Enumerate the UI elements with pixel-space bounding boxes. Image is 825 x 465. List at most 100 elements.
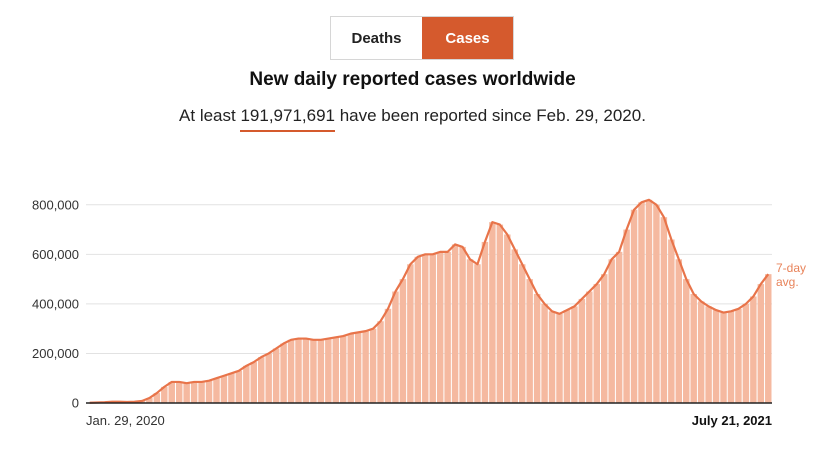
case-bar	[727, 311, 735, 403]
case-bar	[459, 246, 466, 403]
case-bar	[668, 239, 675, 403]
case-bar	[578, 298, 586, 403]
case-bar	[496, 224, 504, 403]
case-bar	[392, 291, 399, 403]
case-bar	[243, 365, 250, 403]
case-bar	[384, 308, 392, 403]
case-bar	[712, 310, 720, 403]
case-bar	[354, 332, 362, 403]
case-bar	[504, 234, 511, 403]
case-bar	[489, 222, 496, 403]
case-bar	[765, 274, 772, 403]
case-bar	[757, 284, 765, 403]
deaths-toggle-button[interactable]: Deaths	[331, 17, 422, 59]
case-bar	[481, 241, 489, 403]
case-bar	[615, 251, 623, 403]
case-bar	[205, 380, 213, 403]
seven-day-avg-label: 7-day	[776, 261, 806, 275]
case-bar	[436, 251, 444, 403]
case-bar	[250, 362, 257, 403]
total-cases-value: 191,971,691	[240, 106, 335, 132]
case-bar	[258, 357, 265, 403]
case-bar	[720, 312, 727, 403]
case-bar	[593, 284, 600, 403]
case-bar	[317, 339, 325, 403]
case-bar	[153, 393, 161, 403]
case-bar	[690, 293, 697, 403]
daily-case-bars	[86, 199, 772, 403]
case-bar	[511, 249, 518, 403]
case-bar	[518, 264, 526, 403]
seven-day-avg-label-2: avg.	[776, 275, 799, 289]
case-bar	[161, 386, 168, 403]
case-bar	[526, 279, 533, 403]
case-bar	[683, 279, 690, 403]
y-tick-label: 400,000	[32, 296, 79, 311]
case-bar	[146, 398, 153, 403]
case-bar	[265, 353, 272, 403]
case-bar	[735, 308, 742, 403]
case-bar	[563, 310, 571, 403]
case-bar	[466, 259, 474, 403]
case-bar	[623, 229, 630, 403]
case-bar	[340, 336, 347, 403]
case-bar	[272, 348, 280, 403]
case-bar	[675, 259, 683, 403]
case-bar	[548, 311, 556, 403]
case-bar	[183, 383, 190, 403]
case-bar	[310, 339, 317, 403]
case-bar	[429, 254, 436, 403]
case-bar	[422, 254, 429, 403]
case-bar	[362, 331, 369, 403]
case-bar	[653, 204, 660, 403]
chart-subtitle: At least 191,971,691 have been reported …	[0, 106, 825, 132]
case-bar	[280, 343, 287, 403]
case-bar	[697, 301, 705, 403]
case-bar	[228, 373, 235, 403]
case-bar	[750, 296, 757, 403]
case-bar	[660, 217, 668, 403]
case-bar	[235, 370, 243, 403]
metric-toggle: Deaths Cases	[330, 16, 514, 60]
case-bar	[638, 202, 645, 403]
case-bar	[608, 259, 615, 403]
case-bar	[168, 381, 175, 403]
case-bar	[645, 199, 653, 403]
x-axis-start-label: Jan. 29, 2020	[86, 413, 165, 428]
y-tick-label: 600,000	[32, 247, 79, 262]
x-axis-end-label: July 21, 2021	[692, 413, 772, 428]
case-bar	[332, 337, 340, 403]
subtitle-prefix: At least	[179, 106, 241, 125]
case-bar	[369, 328, 377, 403]
seven-day-average-line	[89, 198, 770, 404]
case-bar	[347, 333, 354, 403]
y-tick-label: 200,000	[32, 346, 79, 361]
case-bar	[213, 378, 220, 403]
case-bar	[175, 381, 183, 403]
case-bar	[742, 303, 750, 403]
y-axis-ticks: 0 200,000 400,000 600,000 800,000	[32, 197, 79, 410]
case-bar	[705, 306, 712, 403]
case-bar	[377, 321, 384, 403]
case-bar	[586, 291, 593, 403]
case-bar	[220, 375, 228, 403]
chart-title: New daily reported cases worldwide	[249, 69, 576, 90]
subtitle-suffix: have been reported since Feb. 29, 2020.	[335, 106, 646, 125]
case-bar	[533, 293, 541, 403]
case-bar	[541, 303, 548, 403]
cases-toggle-button[interactable]: Cases	[422, 17, 513, 59]
case-bar	[474, 264, 481, 403]
case-bar	[451, 244, 459, 403]
case-bar	[601, 274, 608, 403]
case-bar	[414, 256, 422, 403]
case-bar	[302, 338, 310, 403]
case-bar	[399, 279, 407, 403]
case-bar	[295, 338, 302, 403]
case-bar	[325, 338, 332, 403]
y-tick-label: 800,000	[32, 197, 79, 212]
case-bar	[198, 381, 205, 403]
case-bar	[571, 306, 578, 403]
y-tick-label: 0	[72, 396, 79, 411]
case-bar	[444, 251, 451, 403]
